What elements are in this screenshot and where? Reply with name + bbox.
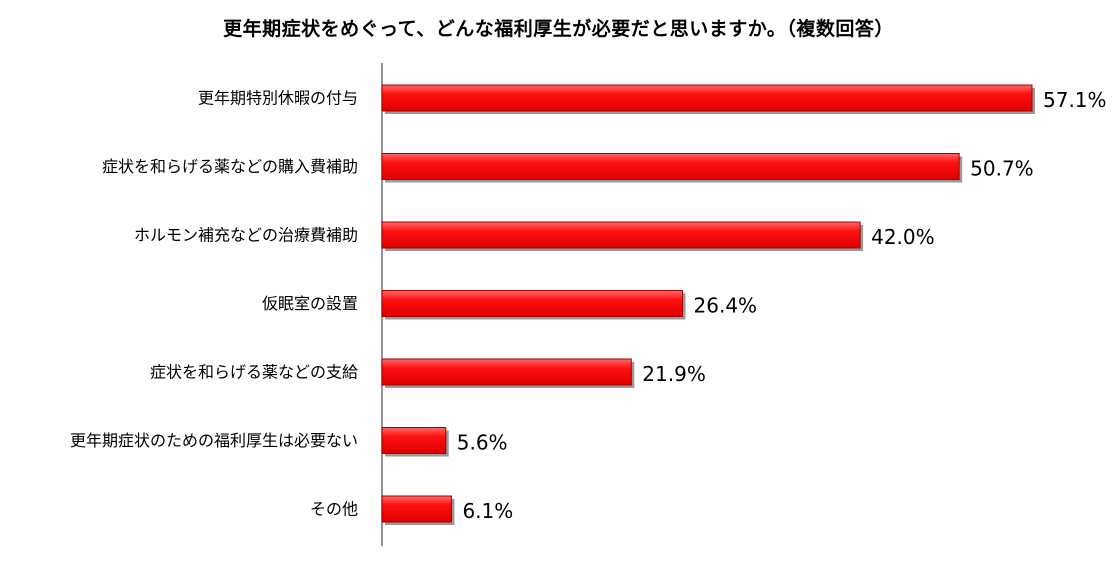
data-label: 5.6%: [457, 431, 508, 455]
data-label: 26.4%: [694, 294, 758, 318]
category-label: 更年期症状のための福利厚生は必要ない: [70, 431, 358, 450]
category-label: 更年期特別休暇の付与: [198, 89, 358, 108]
bar: [381, 427, 447, 454]
category-label: 仮眠室の設置: [262, 294, 358, 313]
data-label: 50.7%: [970, 157, 1034, 181]
data-label: 21.9%: [642, 362, 706, 386]
data-label: 42.0%: [871, 225, 935, 249]
category-label: ホルモン補充などの治療費補助: [134, 226, 358, 245]
category-label: その他: [310, 500, 358, 519]
category-label: 症状を和らげる薬などの支給: [150, 363, 358, 382]
bar: [381, 221, 861, 249]
bar: [381, 84, 1033, 112]
bar: [381, 290, 684, 317]
data-label: 6.1%: [462, 499, 513, 523]
bar: [381, 153, 960, 180]
chart-title: 更年期症状をめぐって、どんな福利厚生が必要だと思いますか。（複数回答）: [223, 18, 894, 40]
data-label: 57.1%: [1043, 88, 1107, 112]
bar: [381, 495, 452, 523]
category-label: 症状を和らげる薬などの購入費補助: [102, 157, 358, 176]
bar: [381, 358, 632, 386]
